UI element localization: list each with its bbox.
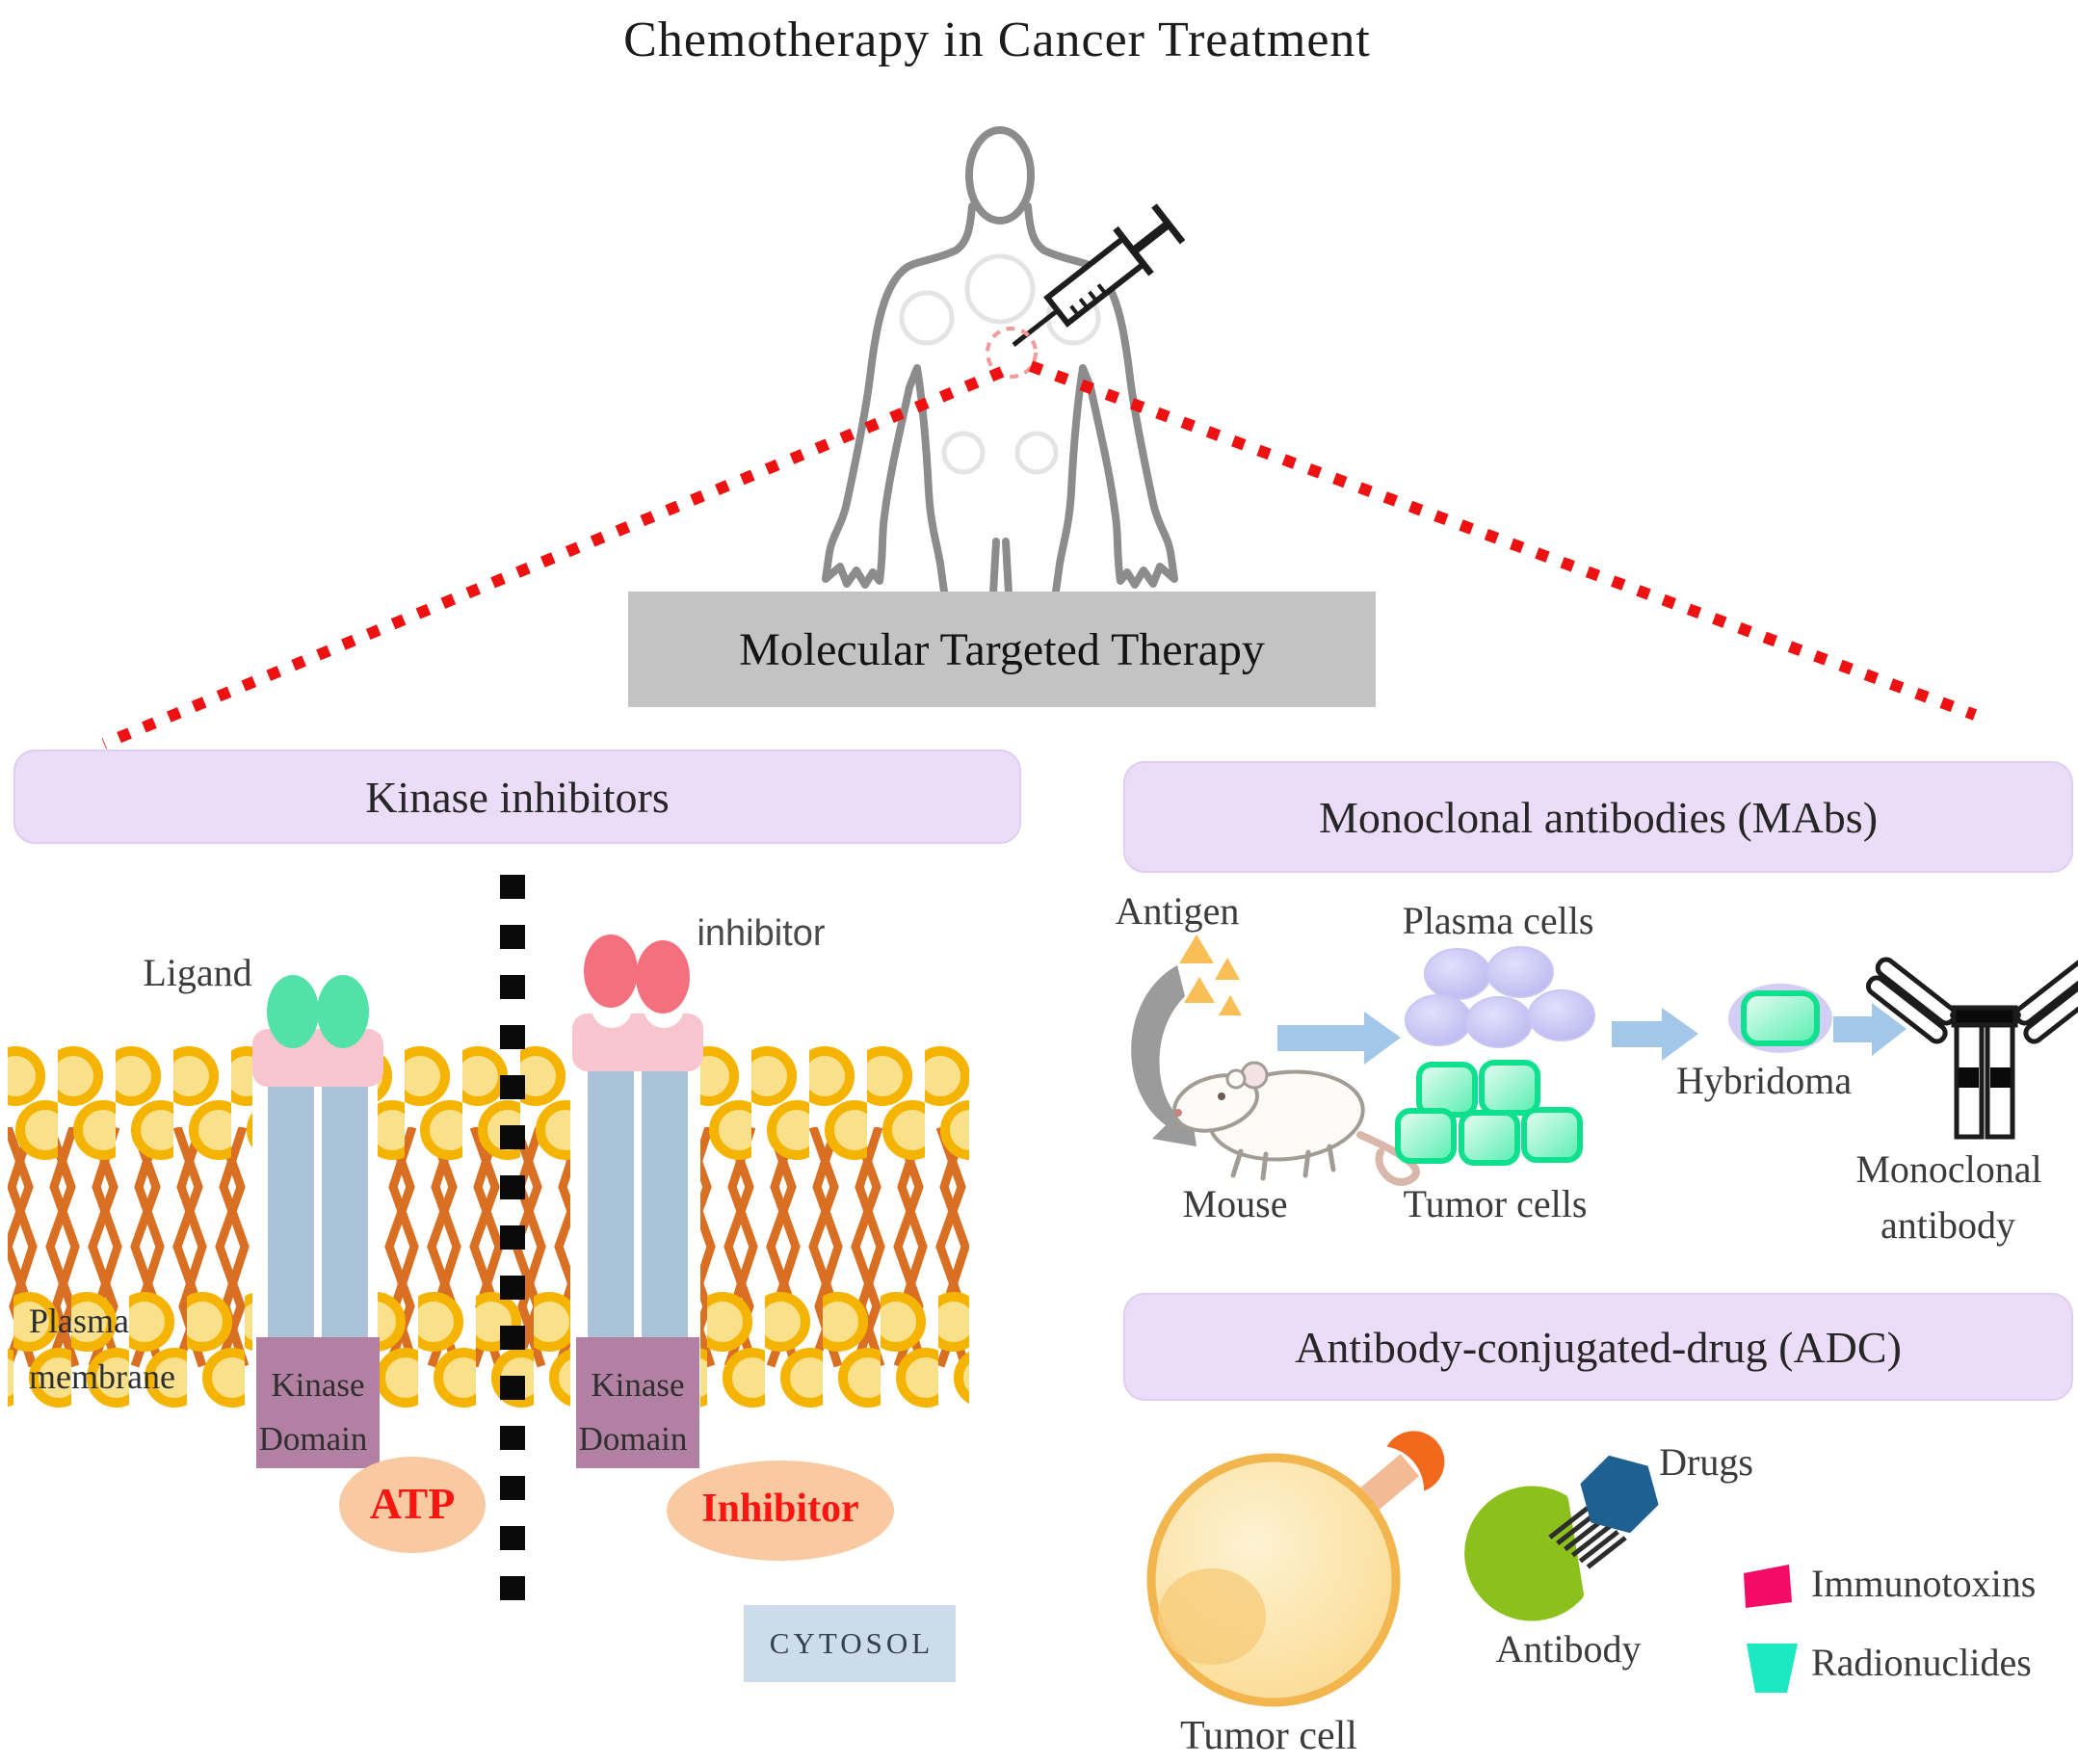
tumor-cell-cluster [1395, 1060, 1583, 1166]
adc-header: Antibody-conjugated-drug (ADC) [1123, 1293, 2073, 1401]
adc-label: Antibody-conjugated-drug (ADC) [1295, 1322, 1902, 1372]
receptor-active [252, 975, 383, 1468]
kinase-domain-2-line2: Domain [578, 1420, 688, 1458]
immunization-arrow [1131, 965, 1197, 1146]
adc-antibody-label: Antibody [1495, 1627, 1642, 1671]
syringe-icon [1012, 203, 1186, 347]
adc-diagram [1146, 1431, 1798, 1707]
radionuclides-swatch [1747, 1644, 1798, 1693]
inhibitor-molecules [584, 935, 690, 1014]
antigen-label: Antigen [1115, 889, 1240, 933]
dotted-callout-left [101, 366, 1005, 750]
legend-radionuclides-label: Radionuclides [1811, 1641, 2032, 1684]
plasma-cells-label: Plasma cells [1402, 899, 1594, 942]
monoclonal-antibody-label-line2: antibody [1881, 1203, 2015, 1247]
kinase-inhibitors-header: Kinase inhibitors [13, 750, 1021, 844]
membrane-heads-bottom [8, 1289, 969, 1412]
adc-antibody-shape [1464, 1486, 1584, 1621]
kinase-domain-2 [576, 1337, 699, 1468]
mouse-label: Mouse [1182, 1182, 1288, 1225]
kinase-domain-1-line1: Kinase [271, 1366, 365, 1404]
kinase-domain-1-line2: Domain [258, 1420, 368, 1458]
mouse-illustration [1172, 1061, 1420, 1186]
receptor-inhibited [572, 935, 703, 1468]
monoclonal-antibody-label-line1: Monoclonal [1855, 1147, 2042, 1191]
arrow-right-icon-3 [1833, 1003, 1907, 1056]
mabs-diagram [1131, 935, 2078, 1186]
plasma-cell-cluster [1405, 946, 1595, 1048]
dotted-callout-right [1028, 360, 1978, 721]
adc-linker-coil [1548, 1506, 1627, 1569]
adc-tumor-cell [1146, 1431, 1445, 1707]
cytosol-box [744, 1605, 956, 1682]
figure-title: Chemotherapy in Cancer Treatment [623, 13, 1371, 67]
hybridoma-label: Hybridoma [1675, 1059, 1853, 1102]
plasma-membrane-label-line2: membrane [29, 1357, 175, 1396]
ligand-label: Ligand [143, 951, 252, 994]
injection-point-marker [986, 327, 1038, 379]
tumor-cells-label: Tumor cells [1403, 1182, 1588, 1225]
membrane-heads-top [8, 1045, 969, 1163]
legend-immunotoxins-label: Immunotoxins [1811, 1562, 2037, 1605]
kinase-domain-2-line1: Kinase [591, 1366, 685, 1404]
cytosol-label: CYTOSOL [769, 1626, 934, 1660]
antigen-particles [1179, 935, 1242, 1015]
atp-label: ATP [369, 1479, 456, 1528]
arrow-right-icon-2 [1612, 1008, 1698, 1061]
monoclonal-antibody-structure [1865, 957, 2078, 1140]
molecular-targeted-therapy-label: Molecular Targeted Therapy [739, 623, 1265, 675]
immunotoxins-swatch [1744, 1565, 1792, 1608]
adc-drug-hexagon [1580, 1455, 1659, 1534]
hybridoma-cell [1728, 984, 1832, 1053]
plasma-membrane-label-line1: Plasma [29, 1302, 129, 1340]
kinase-inhibitors-label: Kinase inhibitors [365, 772, 670, 822]
atp-ellipse [339, 1457, 486, 1553]
inhibitor-ellipse [667, 1461, 894, 1561]
inhibitor-top-label: inhibitor [697, 913, 826, 954]
adc-tumor-cell-label: Tumor cell [1180, 1714, 1357, 1758]
mouse-tail [1356, 1131, 1420, 1186]
ligand-molecules [267, 975, 369, 1048]
inhibitor-oval-label: Inhibitor [701, 1487, 859, 1531]
drugs-label: Drugs [1659, 1440, 1753, 1484]
arrow-right-icon-1 [1277, 1012, 1401, 1065]
monoclonal-antibodies-label: Monoclonal antibodies (MAbs) [1318, 792, 1879, 842]
molecular-targeted-therapy-box: Molecular Targeted Therapy [628, 592, 1376, 707]
monoclonal-antibodies-header: Monoclonal antibodies (MAbs) [1123, 761, 2073, 873]
kinase-domain-1 [256, 1337, 380, 1468]
